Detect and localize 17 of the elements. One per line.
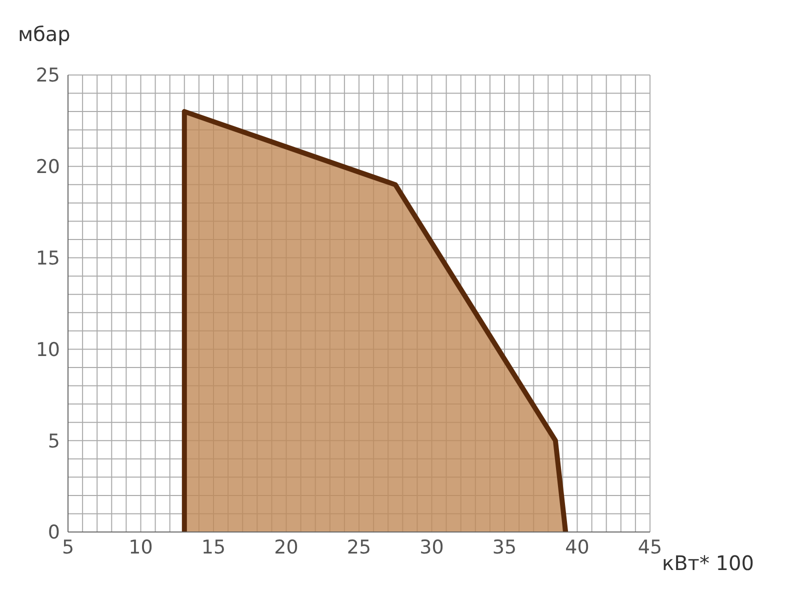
x-tick-label: 35 (492, 536, 517, 558)
y-tick-label: 10 (36, 338, 60, 361)
y-tick-label: 0 (48, 522, 60, 544)
y-tick-label: 25 (36, 64, 60, 87)
x-tick-label: 15 (201, 536, 226, 558)
y-tick-label: 15 (36, 248, 60, 270)
x-axis-title: кВт* 100 (662, 551, 754, 575)
y-axis-title: мбар (18, 22, 70, 46)
x-tick-label: 25 (346, 536, 372, 558)
x-tick-label: 40 (565, 536, 590, 558)
x-tick-label: 45 (638, 536, 662, 558)
x-tick-label: 10 (128, 536, 153, 558)
x-tick-label: 5 (62, 536, 74, 558)
x-tick-label: 20 (274, 536, 298, 558)
y-tick-label: 5 (48, 430, 60, 452)
x-tick-label: 30 (420, 536, 444, 558)
y-tick-label: 20 (36, 156, 60, 178)
